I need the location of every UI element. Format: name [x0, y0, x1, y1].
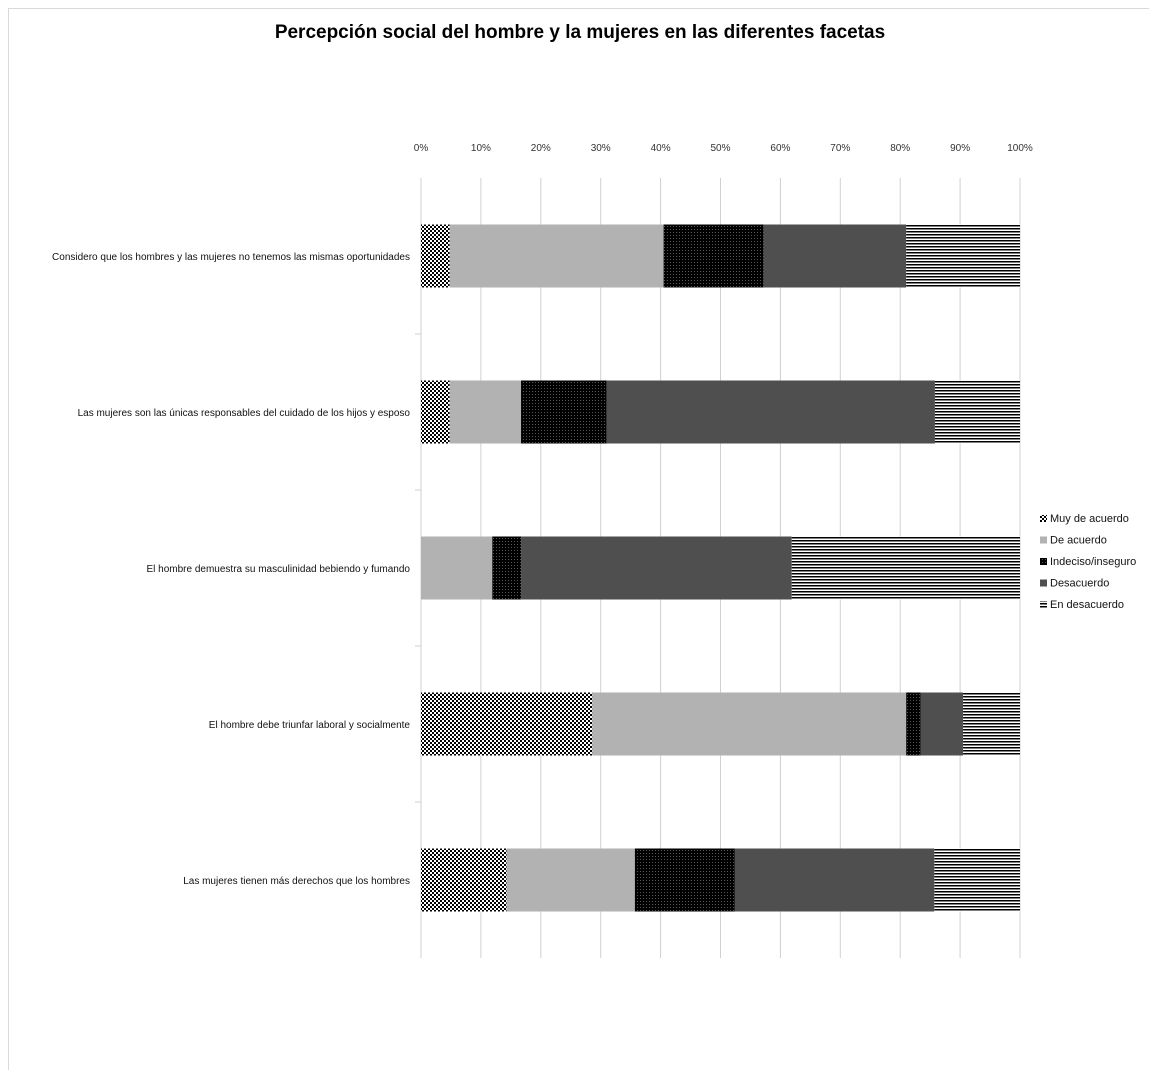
legend-label: Desacuerdo [1050, 578, 1109, 590]
x-tick-label: 0% [414, 143, 429, 154]
bar-segment [920, 692, 964, 756]
bar-segment [421, 536, 493, 600]
bar-segment [963, 692, 1020, 756]
x-tick-label: 20% [531, 143, 551, 154]
bar-segment [449, 224, 664, 288]
legend-label: De acuerdo [1050, 535, 1107, 547]
bar-segment [492, 536, 522, 600]
legend-swatch [1040, 558, 1047, 565]
bar-segment [606, 380, 935, 444]
category-label: Las mujeres tienen más derechos que los … [183, 876, 410, 887]
x-tick-label: 10% [471, 143, 491, 154]
category-label: Las mujeres son las únicas responsables … [78, 408, 411, 419]
bar-segment [521, 536, 792, 600]
category-label: El hombre debe triunfar laboral y social… [209, 720, 411, 731]
bar-segment [421, 380, 450, 444]
bar-segment [934, 848, 1020, 912]
bar-segment [763, 224, 907, 288]
bar-segment [734, 848, 935, 912]
x-tick-label: 70% [830, 143, 850, 154]
legend-swatch [1040, 536, 1047, 544]
legend-swatch [1040, 579, 1047, 587]
legend-swatch [1040, 601, 1047, 608]
bar-segment [634, 848, 735, 912]
legend-label: En desacuerdo [1050, 599, 1124, 611]
legend-label: Muy de acuerdo [1050, 513, 1129, 525]
chart-title: Percepción social del hombre y la mujere… [274, 22, 886, 43]
x-tick-label: 80% [890, 143, 910, 154]
x-tick-label: 50% [710, 143, 730, 154]
bar-segment [421, 224, 450, 288]
x-tick-label: 30% [591, 143, 611, 154]
bar-segment [421, 692, 593, 756]
category-label: El hombre demuestra su masculinidad bebi… [147, 564, 411, 575]
bar-segment [521, 380, 607, 444]
bar-segment [663, 224, 764, 288]
bar-segment [906, 692, 921, 756]
x-tick-label: 60% [770, 143, 790, 154]
bar-segment [592, 692, 907, 756]
bar-segment [421, 848, 507, 912]
x-tick-label: 100% [1007, 143, 1033, 154]
bar-segment [791, 536, 1020, 600]
legend-label: Indeciso/inseguro [1050, 556, 1136, 568]
bar-segment [506, 848, 635, 912]
x-tick-label: 40% [651, 143, 671, 154]
x-tick-label: 90% [950, 143, 970, 154]
category-label: Considero que los hombres y las mujeres … [52, 252, 410, 263]
legend-swatch [1040, 515, 1047, 522]
bar-segment [934, 380, 1020, 444]
bar-segment [449, 380, 522, 444]
chart-frame [8, 8, 1149, 1070]
bar-segment [906, 224, 1020, 288]
